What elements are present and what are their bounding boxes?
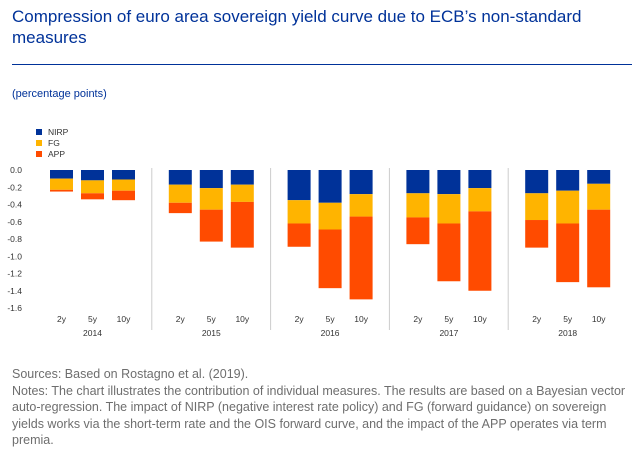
bar-nirp-2015-10y	[230, 170, 254, 185]
bar-fg-2018-5y	[556, 190, 580, 224]
x-tick-label: 2y	[532, 314, 542, 324]
x-tick-label: 5y	[444, 314, 454, 324]
year-label: 2016	[321, 328, 340, 338]
bar-fg-2015-2y	[168, 184, 192, 203]
bar-fg-2015-10y	[230, 184, 254, 202]
bar-fg-2018-10y	[587, 183, 611, 210]
x-tick-label: 10y	[592, 314, 606, 324]
legend-swatch-app	[36, 151, 42, 157]
x-tick-label: 10y	[235, 314, 249, 324]
bar-nirp-2014-5y	[81, 170, 104, 181]
bar-app-2015-10y	[230, 201, 254, 248]
x-tick-label: 5y	[88, 314, 98, 324]
bar-app-2017-10y	[468, 211, 492, 291]
y-tick-label: -0.4	[7, 200, 22, 210]
x-tick-label: 10y	[354, 314, 368, 324]
bar-fg-2016-5y	[318, 202, 342, 230]
x-tick-label: 2y	[57, 314, 67, 324]
bar-nirp-2017-10y	[468, 170, 492, 189]
bar-app-2014-2y	[50, 189, 73, 192]
bar-fg-2014-2y	[50, 178, 73, 190]
bar-fg-2016-2y	[287, 200, 311, 224]
legend-swatch-fg	[36, 140, 42, 146]
y-tick-label: -1.4	[7, 286, 22, 296]
bar-nirp-2018-2y	[525, 170, 549, 194]
chart-title: Compression of euro area sovereign yield…	[12, 7, 582, 47]
y-tick-label: -0.2	[7, 182, 22, 192]
legend-swatch-nirp	[36, 129, 42, 135]
bar-nirp-2017-2y	[406, 170, 430, 194]
bar-nirp-2015-5y	[199, 170, 223, 189]
x-tick-label: 5y	[326, 314, 336, 324]
chart-footer: Sources: Based on Rostagno et al. (2019)…	[12, 366, 632, 449]
x-tick-label: 2y	[176, 314, 186, 324]
y-tick-label: -0.6	[7, 217, 22, 227]
y-tick-label: -1.0	[7, 251, 22, 261]
bar-app-2018-2y	[525, 220, 549, 248]
bar-app-2016-10y	[349, 216, 373, 300]
title-divider	[12, 64, 632, 65]
notes-text: Notes: The chart illustrates the contrib…	[12, 383, 626, 448]
bar-nirp-2016-5y	[318, 170, 342, 203]
bar-app-2014-5y	[81, 193, 104, 200]
bar-fg-2014-10y	[112, 179, 135, 191]
bar-fg-2015-5y	[199, 188, 223, 210]
year-label: 2014	[83, 328, 102, 338]
bar-app-2015-5y	[199, 209, 223, 242]
x-tick-label: 2y	[413, 314, 423, 324]
bar-nirp-2018-10y	[587, 170, 611, 184]
bar-nirp-2016-10y	[349, 170, 373, 195]
year-label: 2015	[202, 328, 221, 338]
bar-app-2015-2y	[168, 202, 192, 214]
legend-label-nirp: NIRP	[48, 127, 69, 137]
bar-fg-2017-10y	[468, 188, 492, 212]
bar-app-2016-2y	[287, 223, 311, 247]
bar-app-2018-5y	[556, 223, 580, 283]
y-tick-label: 0.0	[10, 165, 22, 175]
bar-nirp-2017-5y	[437, 170, 461, 195]
bar-fg-2014-5y	[81, 180, 104, 194]
legend-label-app: APP	[48, 149, 65, 159]
bar-nirp-2014-2y	[50, 170, 73, 179]
y-tick-label: -1.6	[7, 303, 22, 313]
unit-label: (percentage points)	[12, 88, 107, 100]
bar-app-2014-10y	[112, 190, 135, 201]
bar-nirp-2015-2y	[168, 170, 192, 185]
sources-note: Sources: Based on Rostagno et al. (2019)…	[12, 367, 249, 381]
bar-app-2017-5y	[437, 223, 461, 282]
bar-fg-2017-2y	[406, 193, 430, 218]
bar-app-2017-2y	[406, 217, 430, 245]
bar-fg-2017-5y	[437, 194, 461, 224]
year-label: 2017	[439, 328, 458, 338]
x-tick-label: 10y	[473, 314, 487, 324]
y-tick-label: -0.8	[7, 234, 22, 244]
legend-label-fg: FG	[48, 138, 60, 148]
x-tick-label: 5y	[563, 314, 573, 324]
bar-nirp-2016-2y	[287, 170, 311, 201]
x-tick-label: 5y	[207, 314, 217, 324]
y-tick-label: -1.2	[7, 269, 22, 279]
bar-app-2018-10y	[587, 209, 611, 288]
bar-fg-2016-10y	[349, 194, 373, 217]
bar-nirp-2018-5y	[556, 170, 580, 191]
bar-nirp-2014-10y	[112, 170, 135, 180]
x-tick-label: 2y	[295, 314, 305, 324]
bar-app-2016-5y	[318, 229, 342, 289]
year-label: 2018	[558, 328, 577, 338]
x-tick-label: 10y	[117, 314, 131, 324]
bar-fg-2018-2y	[525, 193, 549, 221]
